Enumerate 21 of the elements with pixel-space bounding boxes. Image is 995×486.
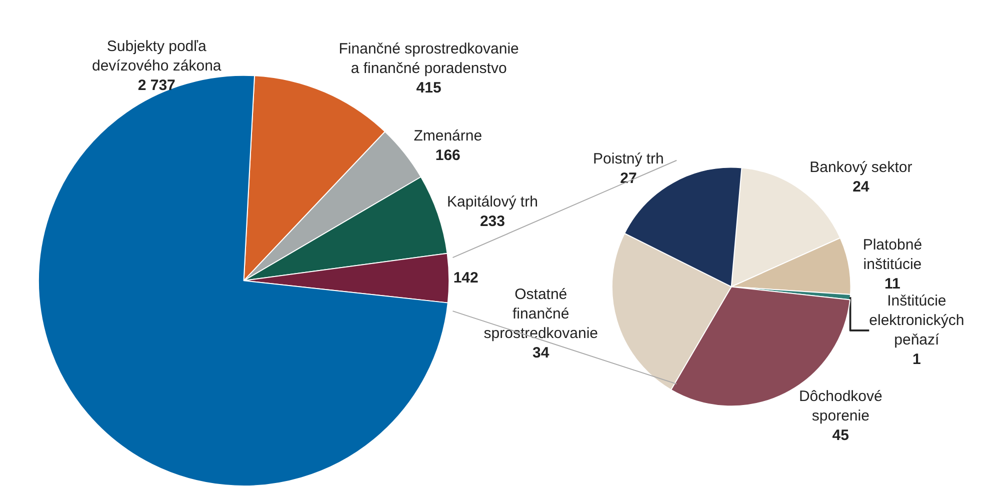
data-label: 24 [852,178,870,196]
slice-label: Kapitálový trh [447,194,538,211]
data-label: 142 [453,270,478,287]
data-label: 34 [532,344,550,362]
slice-label: Bankový sektor [810,159,912,176]
slice-label: Inštitúcie elektronických peňazí [869,292,964,349]
data-label: 27 [620,170,637,187]
data-label: 233 [480,213,505,230]
slice-label: Platobné inštitúcie [862,236,922,274]
slice-label: Finančné sprostredkovanie a finančné poradenstvo [338,40,519,77]
data-label: 1 [912,351,921,368]
slice-label: Zmenárne [414,128,482,145]
data-label: 2 737 [138,77,176,94]
slice-label: Dôchodkové sporenie [798,388,882,424]
data-label: 415 [416,79,442,96]
slice-label: Ostatné finančné sprostredkovanie [484,286,598,342]
data-label: 45 [832,426,849,444]
slice-label: Poistný trh [593,150,664,168]
data-label: 166 [435,147,460,164]
slice-label: Subjekty podľa devízového zákona [92,38,222,74]
data-label: 11 [884,276,900,293]
